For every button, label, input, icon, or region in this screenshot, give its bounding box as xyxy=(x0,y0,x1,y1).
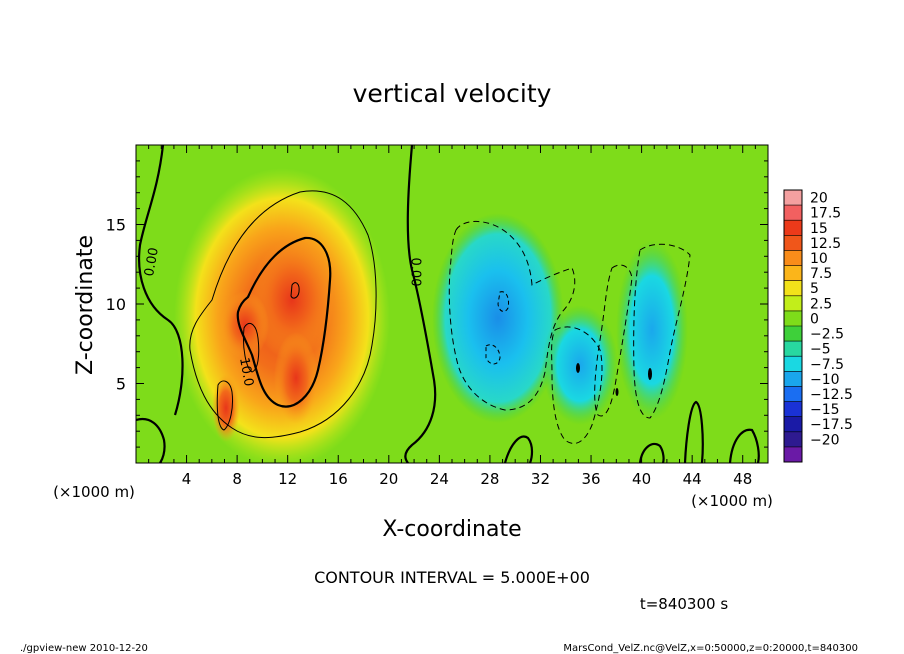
contour-positive xyxy=(290,282,300,299)
colorbar-label: 15 xyxy=(810,221,828,237)
time-stamp: t=840300 s xyxy=(640,595,728,613)
colorbar-swatch xyxy=(784,220,802,236)
colorbar-swatch xyxy=(784,401,802,417)
colorbar-label: −5 xyxy=(810,342,831,358)
y-tick-label: 15 xyxy=(106,216,126,235)
contour-negative-10 xyxy=(497,291,509,312)
x-tick-label: 48 xyxy=(733,470,752,488)
footer-right: MarsCond_VelZ.nc@VelZ,x=0:50000,z=0:2000… xyxy=(563,643,858,654)
colorbar: 2017.51512.5107.552.50−2.5−5−7.5−10−12.5… xyxy=(783,189,853,463)
y-tick-label: 5 xyxy=(116,375,126,394)
x-tick-label: 44 xyxy=(683,470,702,488)
contour-zero xyxy=(728,428,760,463)
colorbar-label: 2.5 xyxy=(810,296,832,312)
colorbar-label: −7.5 xyxy=(810,357,844,373)
updraft-plume xyxy=(212,374,240,442)
colorbar-swatch xyxy=(784,446,802,463)
colorbar-label: −15 xyxy=(810,402,840,418)
colorbar-swatch xyxy=(784,295,802,312)
colorbar-label: 7.5 xyxy=(810,266,832,282)
colorbar-swatch xyxy=(784,431,802,448)
x-tick-label: 32 xyxy=(531,470,550,488)
colorbar-label: −20 xyxy=(810,432,840,448)
y-axis-title: Z-coordinate xyxy=(73,235,98,375)
x-tick-label: 24 xyxy=(430,470,449,488)
x-tick-label: 20 xyxy=(379,470,398,488)
updraft-core xyxy=(250,240,334,360)
footer-left: ./gpview-new 2010-12-20 xyxy=(20,643,148,654)
contour-negative xyxy=(633,243,691,419)
colorbar-swatch xyxy=(784,341,802,357)
contour-negative-10 xyxy=(485,344,501,365)
contour-zero xyxy=(138,145,184,416)
colorbar-swatch xyxy=(784,310,802,327)
colorbar-label: 20 xyxy=(810,191,828,207)
x-tick-label: 36 xyxy=(581,470,600,488)
contour-positive-10 xyxy=(236,236,332,408)
colorbar-swatch xyxy=(784,326,802,342)
colorbar-swatch xyxy=(784,235,802,251)
contour-zero xyxy=(503,435,534,463)
x-tick-label: 16 xyxy=(329,470,348,488)
contour-positive xyxy=(189,190,377,439)
contour-zero xyxy=(404,145,437,463)
x-tick-label: 4 xyxy=(182,470,192,488)
downdraft-shading xyxy=(432,213,564,423)
colorbar-label: 5 xyxy=(810,281,819,297)
x-tick-label: 28 xyxy=(480,470,499,488)
colorbar-swatch xyxy=(784,265,802,281)
plot-area xyxy=(136,145,768,463)
colorbar-swatch xyxy=(784,280,802,297)
updraft-plume xyxy=(274,332,318,424)
x-tick-label: 40 xyxy=(632,470,651,488)
contour-label: 10.0 xyxy=(236,356,256,387)
contour-label: 0.00 xyxy=(142,246,162,277)
colorbar-swatch xyxy=(784,205,802,221)
y-axis: 5 10 15 xyxy=(106,160,768,448)
downdraft-shading xyxy=(542,305,618,425)
colorbar-swatch xyxy=(784,416,802,433)
contour-interval-text: CONTOUR INTERVAL = 5.000E+00 xyxy=(314,568,590,587)
colorbar-label: 17.5 xyxy=(810,206,841,222)
contour-zero xyxy=(136,417,166,463)
x-unit-label-right: (×1000 m) xyxy=(691,492,773,510)
chart-title: vertical velocity xyxy=(353,79,552,108)
colorbar-swatch xyxy=(784,371,802,387)
contour-positive xyxy=(243,322,260,373)
contour-positive xyxy=(216,380,233,431)
contour-negative-10 xyxy=(648,368,652,380)
contour-negative-10 xyxy=(576,363,580,373)
x-tick-label: 8 xyxy=(232,470,242,488)
colorbar-label: −2.5 xyxy=(810,327,844,343)
colorbar-swatch xyxy=(784,250,802,266)
x-axis-title: X-coordinate xyxy=(382,517,521,542)
contour-zero xyxy=(683,400,704,463)
colorbar-label: −17.5 xyxy=(810,417,853,433)
contour-negative-10 xyxy=(615,388,619,396)
colorbar-swatch xyxy=(784,356,802,372)
colorbar-label: 10 xyxy=(810,251,828,267)
colorbar-label: −10 xyxy=(810,372,840,388)
y-tick-label: 10 xyxy=(106,295,126,314)
colorbar-swatch xyxy=(784,386,802,402)
contour-negative xyxy=(448,221,576,411)
colorbar-label: 12.5 xyxy=(810,236,841,252)
colorbar-label: 0 xyxy=(810,311,819,327)
contour-zero xyxy=(638,442,665,463)
updraft-core xyxy=(221,291,269,359)
x-axis: 4 8 12 16 20 24 28 32 36 40 44 48 xyxy=(148,145,756,488)
x-tick-label: 12 xyxy=(278,470,297,488)
x-unit-label: (×1000 m) xyxy=(53,483,135,501)
contour-label: 0.00 xyxy=(408,258,423,287)
colorbar-label: −12.5 xyxy=(810,387,853,403)
colorbar-swatch xyxy=(784,190,802,206)
